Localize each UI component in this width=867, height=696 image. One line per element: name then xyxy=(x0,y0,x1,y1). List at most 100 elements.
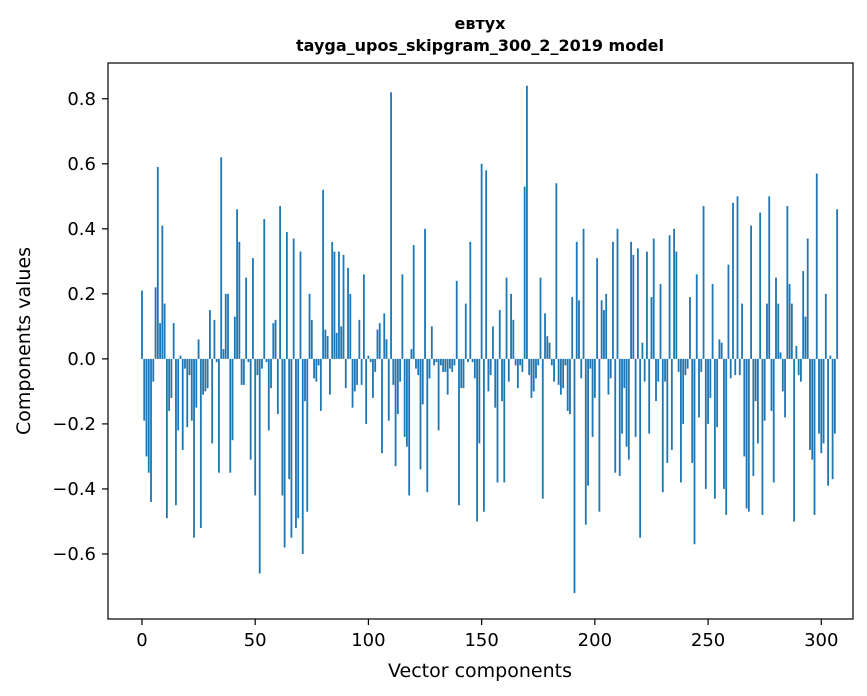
bar xyxy=(775,277,777,359)
bar xyxy=(666,358,669,463)
bar xyxy=(365,358,368,424)
bar xyxy=(569,358,571,415)
bar xyxy=(523,186,526,359)
bar xyxy=(804,316,807,359)
bar xyxy=(335,332,338,359)
bar xyxy=(224,293,227,359)
bar xyxy=(444,358,447,372)
bar xyxy=(809,358,811,450)
x-tick-label: 150 xyxy=(464,630,498,651)
bar xyxy=(270,358,272,389)
bar xyxy=(231,358,234,441)
bar xyxy=(147,358,150,473)
y-tick-label: −0.6 xyxy=(52,544,96,565)
y-tick-label: 0.4 xyxy=(67,219,96,240)
bar xyxy=(759,212,762,359)
bar xyxy=(492,326,494,359)
bar xyxy=(670,358,673,450)
bar xyxy=(600,300,603,359)
bar xyxy=(299,251,302,359)
bar xyxy=(745,358,748,509)
bar xyxy=(156,167,159,359)
bar xyxy=(725,358,728,515)
x-tick-label: 250 xyxy=(691,630,725,651)
y-axis-ticks: −0.6 −0.4 −0.2 0.0 0.2 0.4 0.6 0.8 xyxy=(52,89,108,565)
y-axis-label: Components values xyxy=(13,247,35,435)
bar xyxy=(442,358,445,372)
bar xyxy=(589,358,592,369)
bar xyxy=(242,358,245,385)
bar xyxy=(310,319,313,359)
bar xyxy=(806,238,809,359)
bar xyxy=(141,290,143,359)
bar xyxy=(718,339,721,359)
bar xyxy=(412,245,415,359)
bar xyxy=(559,358,562,395)
y-tick-label: −0.2 xyxy=(52,414,96,435)
bar xyxy=(818,358,820,434)
bar xyxy=(175,358,177,506)
bar xyxy=(781,358,784,392)
bar xyxy=(399,358,402,382)
x-tick-label: 100 xyxy=(351,630,385,651)
bar xyxy=(324,329,327,359)
bar xyxy=(505,277,508,359)
bar xyxy=(199,358,202,528)
bar xyxy=(575,241,578,359)
bar xyxy=(374,358,377,372)
bar xyxy=(636,248,639,359)
bar xyxy=(616,228,619,359)
bar xyxy=(800,358,802,382)
bar xyxy=(813,358,816,515)
bar xyxy=(618,358,621,476)
bar xyxy=(222,349,225,359)
bar xyxy=(467,358,469,363)
bar xyxy=(165,358,168,519)
bar xyxy=(603,310,605,359)
bar xyxy=(698,358,700,418)
bar xyxy=(652,238,655,359)
bar xyxy=(351,358,354,408)
bar xyxy=(306,358,309,512)
bar xyxy=(756,358,759,444)
bar xyxy=(689,297,691,359)
bar xyxy=(512,319,515,359)
bar xyxy=(664,358,666,382)
bar xyxy=(793,358,796,522)
bar xyxy=(623,358,626,389)
bar xyxy=(634,358,637,437)
bar xyxy=(347,267,349,359)
bar xyxy=(313,358,315,379)
bar xyxy=(455,280,458,359)
bar xyxy=(426,358,429,493)
bar xyxy=(356,358,358,385)
bar xyxy=(326,336,329,359)
bar xyxy=(750,225,752,359)
bar xyxy=(333,251,336,359)
bar xyxy=(501,358,503,402)
x-tick-label: 200 xyxy=(578,630,612,651)
bar xyxy=(591,358,594,437)
bar xyxy=(233,316,236,359)
bar xyxy=(469,241,472,359)
bar xyxy=(550,358,553,366)
bar xyxy=(265,358,268,363)
y-tick-label: 0.0 xyxy=(67,349,96,370)
bar xyxy=(301,358,304,554)
bar xyxy=(544,313,546,359)
bar xyxy=(641,342,644,359)
bar xyxy=(410,349,413,359)
bar xyxy=(213,319,216,359)
bar xyxy=(614,358,617,473)
bar xyxy=(711,284,714,359)
bar xyxy=(584,358,587,525)
bar xyxy=(625,358,628,447)
bar xyxy=(526,85,528,359)
bar xyxy=(163,303,166,359)
bar xyxy=(297,358,300,519)
bar xyxy=(593,358,596,398)
bar xyxy=(553,358,555,382)
bar xyxy=(498,310,501,359)
bar xyxy=(433,358,435,366)
bar xyxy=(578,300,580,359)
